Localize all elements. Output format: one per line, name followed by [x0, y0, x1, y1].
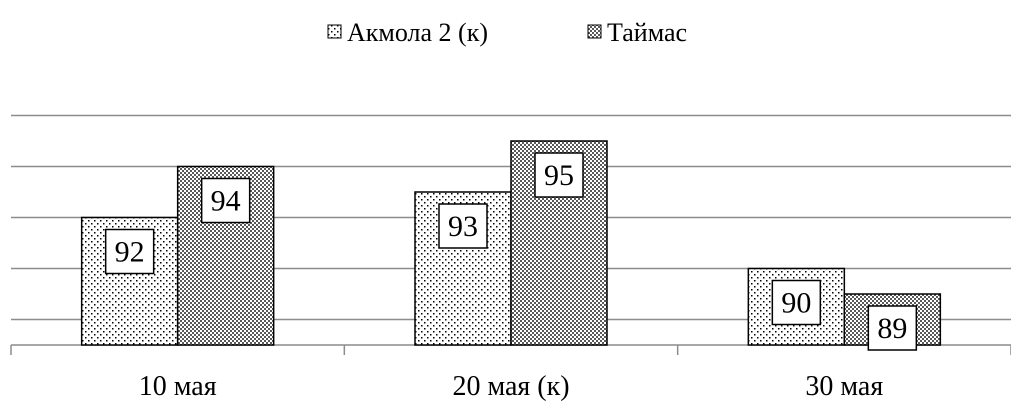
data-labels: 92 94 93 95 90 89 — [104, 152, 918, 351]
data-label-s1-c0: 94 — [211, 185, 241, 218]
category-labels: 10 мая 20 мая (к) 30 мая — [139, 371, 884, 402]
category-label-1: 20 мая (к) — [452, 371, 569, 402]
data-label-box-s0-c1 — [438, 203, 488, 249]
data-label-s0-c0: 92 — [115, 236, 145, 269]
data-label-box-s0-c0 — [104, 228, 155, 275]
category-label-0: 10 мая — [139, 371, 217, 402]
data-label-box-s1-c0 — [200, 177, 251, 224]
legend: Акмола 2 (к) Таймас — [327, 18, 687, 47]
x-axis — [10, 344, 1011, 355]
data-label-s0-c1: 93 — [448, 210, 478, 243]
legend-label-akmola: Акмола 2 (к) — [347, 18, 488, 47]
data-label-s1-c1: 95 — [544, 159, 574, 192]
data-label-box-s1-c1 — [534, 152, 584, 198]
data-label-box-s1-c2 — [867, 305, 918, 351]
data-label-s1-c2: 89 — [877, 312, 907, 345]
legend-swatch-akmola — [327, 24, 342, 39]
category-label-2: 30 мая — [805, 371, 883, 402]
legend-label-taimas: Таймас — [607, 18, 687, 47]
data-label-s0-c2: 90 — [781, 287, 811, 320]
legend-swatch-taimas — [587, 24, 602, 39]
data-label-box-s0-c2 — [771, 279, 822, 326]
